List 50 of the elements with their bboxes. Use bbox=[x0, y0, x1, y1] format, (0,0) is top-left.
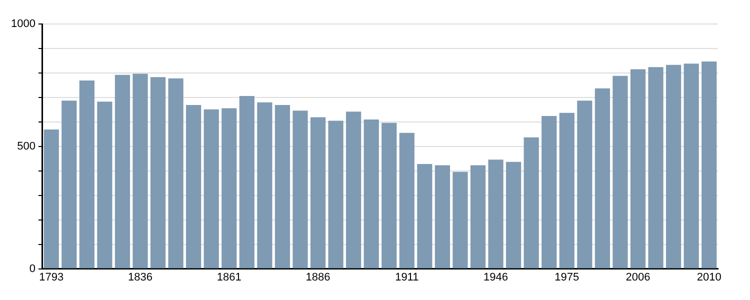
bar bbox=[292, 110, 308, 268]
bar bbox=[257, 102, 272, 268]
bar bbox=[470, 165, 486, 268]
bar bbox=[44, 130, 59, 268]
bar bbox=[630, 69, 646, 268]
bar bbox=[204, 109, 219, 268]
x-tick-label: 2006 bbox=[626, 271, 650, 284]
x-tick-label: 1946 bbox=[484, 271, 508, 284]
bar bbox=[97, 102, 112, 268]
bar bbox=[666, 64, 682, 268]
bar bbox=[79, 80, 94, 268]
x-tick-label: 1911 bbox=[395, 271, 419, 284]
bar bbox=[542, 116, 557, 268]
bar bbox=[186, 105, 202, 268]
bar bbox=[132, 74, 148, 268]
x-tick-label: 1861 bbox=[216, 271, 242, 284]
bar bbox=[648, 67, 664, 268]
y-tick-label: 500 bbox=[17, 140, 36, 152]
bar bbox=[114, 74, 130, 268]
bar bbox=[524, 137, 539, 268]
x-tick-label: 1836 bbox=[128, 271, 152, 284]
bar bbox=[399, 132, 414, 268]
bar bbox=[364, 119, 379, 268]
bar bbox=[382, 122, 397, 268]
x-tick-label: 2010 bbox=[696, 271, 722, 284]
bar bbox=[506, 162, 522, 268]
bar bbox=[488, 160, 504, 268]
x-tick-label: 1793 bbox=[39, 271, 64, 284]
y-tick-label: 0 bbox=[29, 262, 36, 275]
bar bbox=[328, 120, 344, 268]
bar bbox=[62, 100, 77, 268]
bar bbox=[222, 108, 237, 268]
bar bbox=[577, 100, 592, 268]
bar bbox=[239, 96, 254, 268]
bar bbox=[310, 117, 326, 268]
bar bbox=[417, 164, 432, 268]
bar bbox=[150, 77, 166, 268]
bar bbox=[684, 64, 699, 268]
bar bbox=[452, 172, 468, 268]
bar bbox=[434, 165, 450, 268]
y-tick-label: 1000 bbox=[10, 18, 36, 30]
bar bbox=[274, 105, 290, 268]
bar bbox=[594, 88, 610, 268]
x-tick-label: 1886 bbox=[306, 271, 330, 284]
bar bbox=[612, 76, 628, 268]
bar bbox=[346, 112, 362, 268]
bar bbox=[168, 78, 184, 268]
bar bbox=[559, 112, 574, 268]
x-tick-label: 1975 bbox=[554, 271, 580, 284]
bar bbox=[702, 61, 717, 268]
